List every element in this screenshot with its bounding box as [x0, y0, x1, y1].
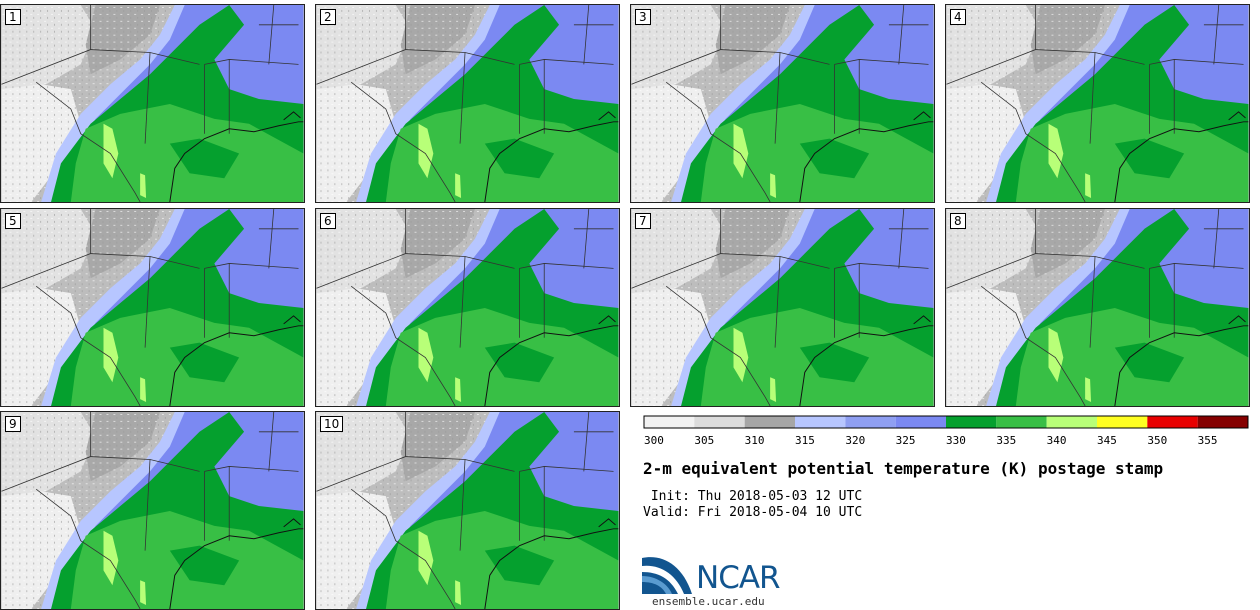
- colorbar-tick-label: 335: [996, 434, 1016, 447]
- ncar-swoosh-icon: [642, 557, 692, 594]
- colorbar-swatch: [1147, 416, 1198, 428]
- stamp-map-8: [946, 209, 1249, 406]
- stamp-panel-3[interactable]: 3: [630, 4, 935, 203]
- ncar-logo[interactable]: NCAR ensemble.ucar.edu: [642, 552, 802, 610]
- colorbar-tick-label: 340: [1047, 434, 1067, 447]
- page-title: 2-m equivalent potential temperature (K)…: [643, 459, 1164, 478]
- colorbar: 300 305 310 315 320 325 330 335 340 345 350 355: [643, 415, 1249, 447]
- stamp-map-3: [631, 5, 934, 202]
- stamp-number-2: 2: [320, 9, 336, 25]
- colorbar-swatch: [845, 416, 896, 428]
- colorbar-swatch: [996, 416, 1047, 428]
- colorbar-tick-label: 320: [845, 434, 865, 447]
- stamp-map-7: [631, 209, 934, 406]
- stamp-panel-6[interactable]: 6: [315, 208, 620, 407]
- colorbar-swatch: [895, 416, 946, 428]
- colorbar-tick-label: 355: [1198, 434, 1218, 447]
- colorbar-border: [643, 415, 1249, 429]
- stamp-panel-2[interactable]: 2: [315, 4, 620, 203]
- stamp-panel-10[interactable]: 10: [315, 411, 620, 610]
- stamp-map-2: [316, 5, 619, 202]
- stamp-panel-1[interactable]: 1: [0, 4, 305, 203]
- stamp-number-7: 7: [635, 213, 651, 229]
- valid-time: Valid: Fri 2018-05-04 10 UTC: [643, 505, 863, 520]
- stamp-number-6: 6: [320, 213, 336, 229]
- colorbar-tick-label: 325: [896, 434, 916, 447]
- stamp-map-10: [316, 412, 619, 609]
- logo-url: ensemble.ucar.edu: [652, 595, 765, 608]
- colorbar-tick-label: 305: [694, 434, 714, 447]
- stamp-map-1: [1, 5, 304, 202]
- stamp-panel-7[interactable]: 7: [630, 208, 935, 407]
- colorbar-swatch: [1197, 416, 1248, 428]
- stamp-number-4: 4: [950, 9, 966, 25]
- stamp-map-4: [946, 5, 1249, 202]
- stamp-number-10: 10: [320, 416, 344, 432]
- stamp-panel-9[interactable]: 9: [0, 411, 305, 610]
- stamp-number-5: 5: [5, 213, 21, 229]
- colorbar-tick-label: 310: [745, 434, 765, 447]
- colorbar-tick-label: 330: [946, 434, 966, 447]
- colorbar-tick-label: 345: [1097, 434, 1117, 447]
- colorbar-swatch: [644, 416, 695, 428]
- stamp-map-9: [1, 412, 304, 609]
- colorbar-swatch: [744, 416, 795, 428]
- stamp-map-5: [1, 209, 304, 406]
- stamp-number-1: 1: [5, 9, 21, 25]
- init-time: Init: Thu 2018-05-03 12 UTC: [643, 489, 863, 504]
- stamp-number-3: 3: [635, 9, 651, 25]
- colorbar-swatch: [946, 416, 997, 428]
- ncar-wordmark: NCAR: [696, 560, 781, 596]
- stamp-number-8: 8: [950, 213, 966, 229]
- colorbar-tick-label: 315: [795, 434, 815, 447]
- colorbar-swatch: [795, 416, 846, 428]
- colorbar-swatch: [1046, 416, 1097, 428]
- colorbar-swatch: [1097, 416, 1148, 428]
- stamp-panel-8[interactable]: 8: [945, 208, 1250, 407]
- colorbar-tick-label: 350: [1147, 434, 1167, 447]
- stamp-panel-5[interactable]: 5: [0, 208, 305, 407]
- stamp-map-6: [316, 209, 619, 406]
- colorbar-tick-label: 300: [644, 434, 664, 447]
- stamp-panel-4[interactable]: 4: [945, 4, 1250, 203]
- colorbar-swatch: [694, 416, 745, 428]
- stamp-number-9: 9: [5, 416, 21, 432]
